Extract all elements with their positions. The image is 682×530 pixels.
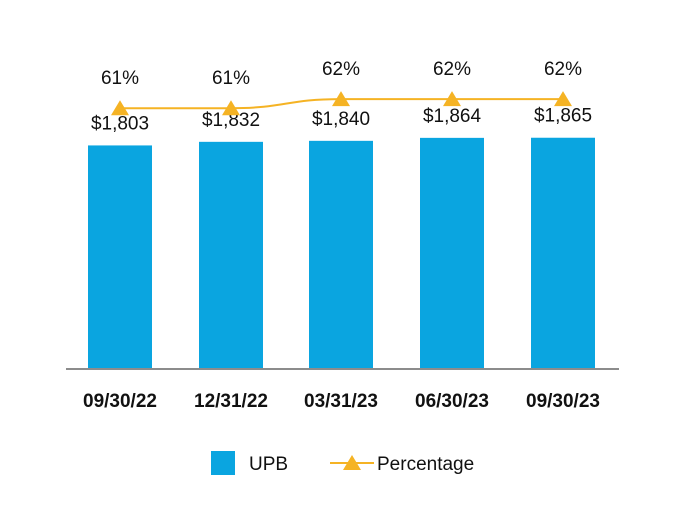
- percentage-label: 62%: [433, 59, 471, 80]
- upb-bar-label: $1,864: [423, 106, 482, 127]
- legend-percentage-label: Percentage: [377, 454, 474, 475]
- upb-bar: [88, 145, 152, 369]
- percentage-triangle-icon: [554, 91, 572, 107]
- upb-bar-label: $1,865: [534, 106, 592, 127]
- percentage-triangle-icon: [443, 91, 461, 107]
- upb-bar: [199, 141, 263, 369]
- legend-triangle-icon: [343, 455, 361, 470]
- x-ticks-layer: 09/30/22 12/31/22 03/31/23 06/30/23 09/30/23: [83, 391, 600, 412]
- upb-bar-label: $1,840: [312, 109, 370, 130]
- x-tick-label: 09/30/22: [83, 391, 157, 412]
- percentage-label: 61%: [212, 68, 250, 89]
- upb-bar: [531, 137, 595, 369]
- percentage-line-layer: [111, 91, 572, 116]
- percentage-label: 62%: [322, 59, 360, 80]
- legend: UPB Percentage: [211, 451, 474, 475]
- percentage-labels-layer: 61% 61% 62% 62% 62%: [101, 59, 582, 89]
- upb-bar-label: $1,832: [202, 110, 260, 131]
- percentage-triangle-icon: [332, 91, 350, 107]
- upb-bar: [309, 140, 373, 369]
- bars-layer: [88, 137, 595, 369]
- percentage-triangle-icon: [222, 100, 240, 116]
- bar-labels-layer: $1,803 $1,832 $1,840 $1,864 $1,865: [91, 106, 592, 135]
- percentage-triangle-icon: [111, 100, 129, 116]
- upb-bar: [420, 137, 484, 369]
- x-tick-label: 09/30/23: [526, 391, 600, 412]
- x-tick-label: 06/30/23: [415, 391, 489, 412]
- percentage-label: 62%: [544, 59, 582, 80]
- x-tick-label: 03/31/23: [304, 391, 378, 412]
- x-tick-label: 12/31/22: [194, 391, 268, 412]
- legend-upb-swatch: [211, 451, 235, 475]
- upb-bar-label: $1,803: [91, 113, 149, 134]
- legend-upb-label: UPB: [249, 454, 288, 475]
- percentage-label: 61%: [101, 68, 139, 89]
